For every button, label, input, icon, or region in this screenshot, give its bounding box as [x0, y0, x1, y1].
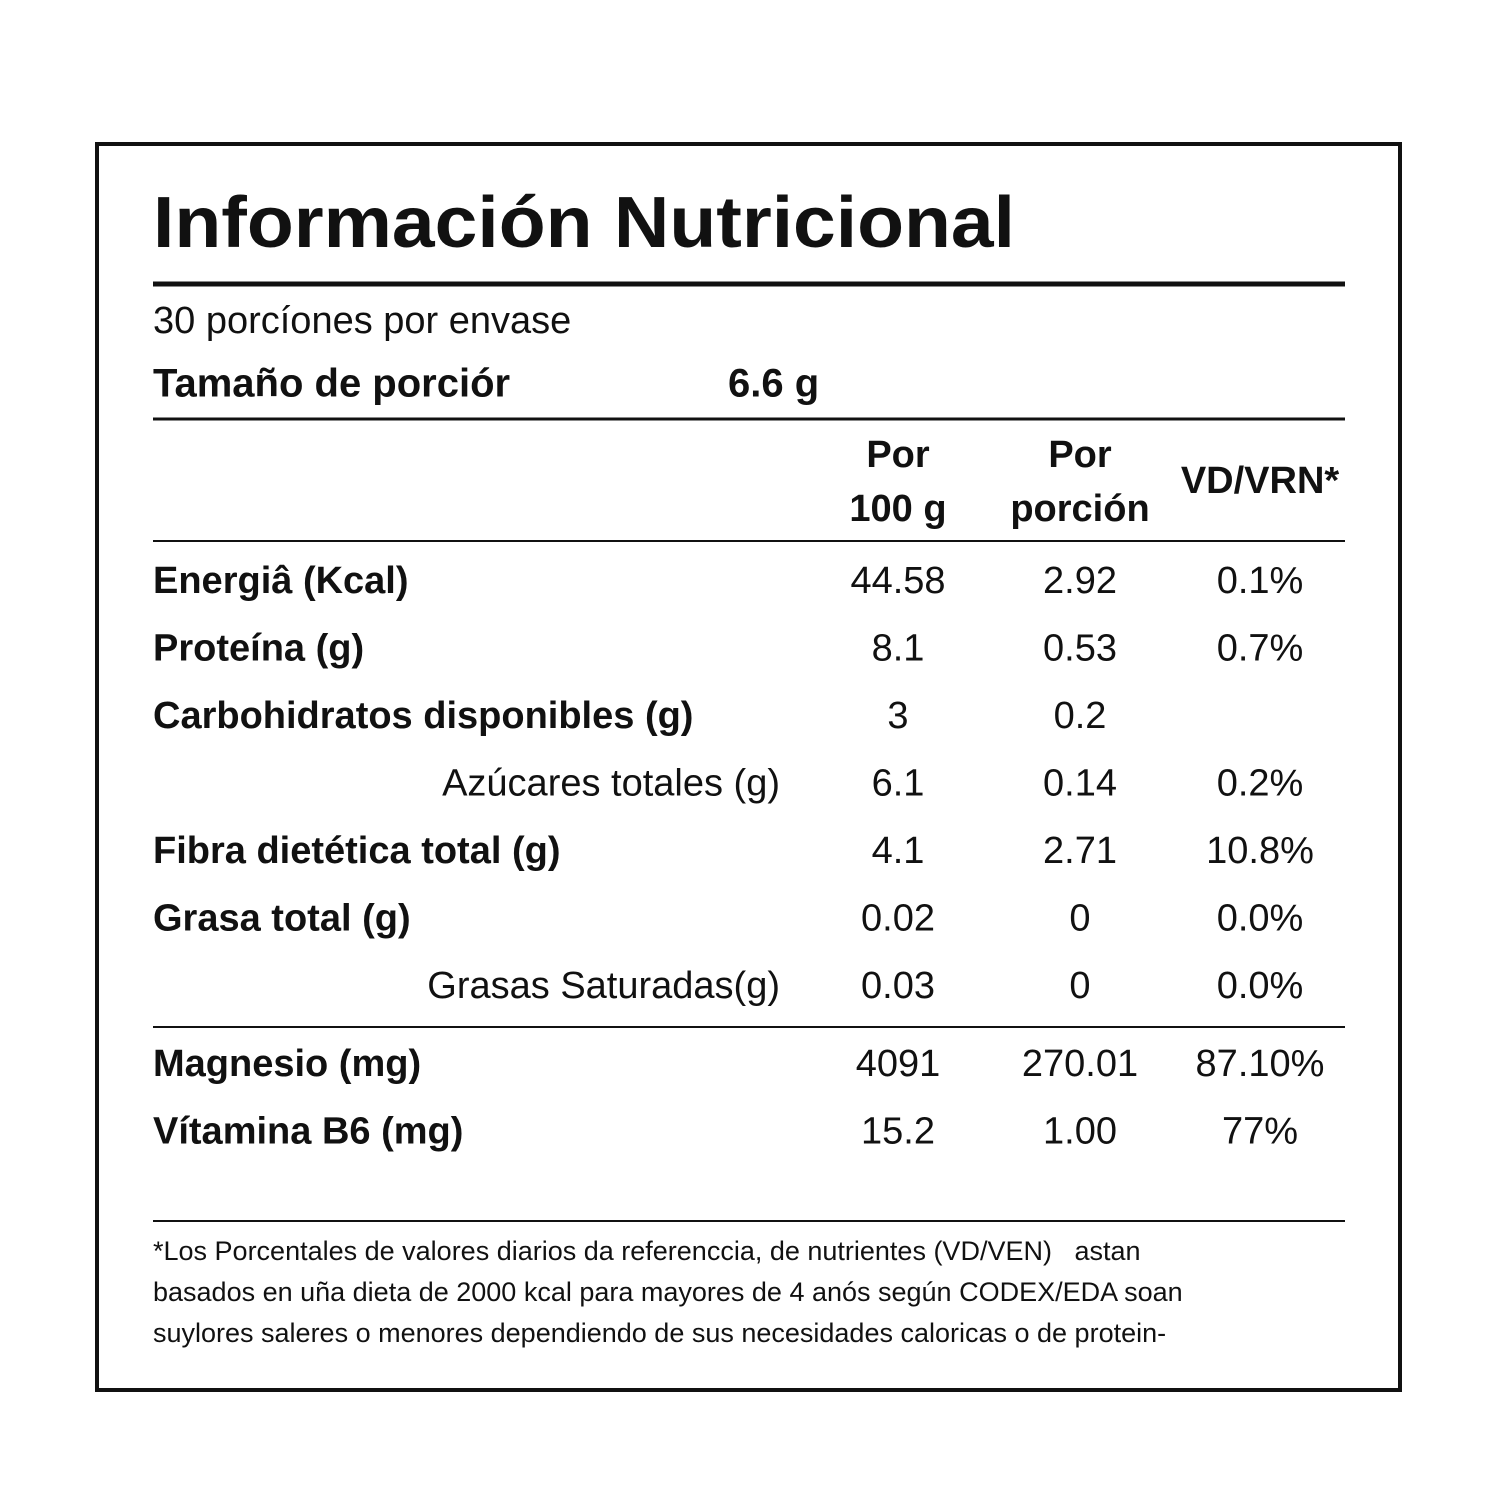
- cell: 0.03: [861, 965, 935, 1007]
- footnote-line: basados en uña dieta de 2000 kcal para m…: [153, 1277, 1183, 1307]
- row-label: Carbohidratos disponibles (g): [153, 695, 693, 737]
- column-header: Por: [1048, 434, 1112, 476]
- cell: 0.0%: [1217, 965, 1304, 1007]
- cell: 4091: [856, 1043, 941, 1085]
- cell: 0.2%: [1217, 763, 1304, 805]
- cell: 10.8%: [1206, 830, 1314, 872]
- footnote-line: *Los Porcentales de valores diarios da r…: [153, 1236, 1141, 1266]
- cell: 270.01: [1022, 1043, 1138, 1085]
- cell: 87.10%: [1196, 1043, 1325, 1085]
- cell: 4.1: [872, 830, 925, 872]
- cell: 0: [1069, 898, 1090, 940]
- title: Información Nutricional: [153, 183, 1015, 263]
- cell: 44.58: [850, 560, 945, 602]
- sub-row-label: Azúcares totales (g): [442, 763, 780, 805]
- row-label: Fibra dietética total (g): [153, 830, 560, 872]
- servings: 30 porcíones por envase: [153, 300, 571, 342]
- serving-size: 6.6 g: [728, 362, 819, 406]
- cell: 15.2: [861, 1111, 935, 1153]
- cell: 3: [887, 695, 908, 737]
- cell: 0.0%: [1217, 898, 1304, 940]
- cell: 77%: [1222, 1111, 1298, 1153]
- cell: 2.92: [1043, 560, 1117, 602]
- cell: 0.53: [1043, 628, 1117, 670]
- row-label: Magnesio (mg): [153, 1043, 421, 1085]
- footnote-line: suylores saleres o menores dependiendo d…: [153, 1318, 1166, 1348]
- cell: 0.02: [861, 898, 935, 940]
- row-label: Proteína (g): [153, 628, 364, 670]
- frame: [95, 142, 1402, 1392]
- cell: 0.1%: [1217, 560, 1304, 602]
- column-header: Por: [866, 434, 930, 476]
- row-label: Vítamina B6 (mg): [153, 1111, 463, 1153]
- column-header: VD/VRN*: [1181, 460, 1340, 502]
- column-header: porción: [1010, 488, 1149, 530]
- cell: 0.14: [1043, 763, 1117, 805]
- cell: 0.7%: [1217, 628, 1304, 670]
- cell: 0.2: [1054, 695, 1107, 737]
- row-label: Energiâ (Kcal): [153, 560, 409, 602]
- cell: 8.1: [872, 628, 925, 670]
- sub-row-label: Grasas Saturadas(g): [427, 965, 780, 1007]
- column-header: 100 g: [849, 488, 946, 530]
- cell: 6.1: [872, 763, 925, 805]
- cell: 1.00: [1043, 1111, 1117, 1153]
- cell: 0: [1069, 965, 1090, 1007]
- row-label: Grasa total (g): [153, 898, 411, 940]
- serving-size-label: Tamaño de porciór: [153, 362, 510, 406]
- cell: 2.71: [1043, 830, 1117, 872]
